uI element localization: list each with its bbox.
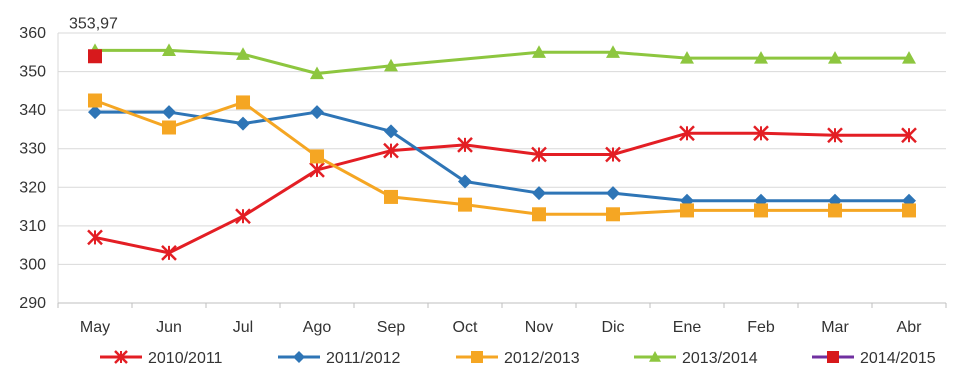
data-point	[457, 136, 473, 153]
data-point	[87, 229, 103, 246]
data-point	[458, 174, 472, 189]
legend-marker	[649, 351, 661, 362]
data-point	[162, 120, 176, 135]
x-tick-label: Ago	[303, 319, 332, 336]
data-point	[458, 197, 472, 212]
data-point	[828, 203, 842, 218]
x-tick-label: Abr	[897, 319, 923, 336]
series-line	[93, 48, 911, 75]
gridlines	[58, 32, 946, 304]
data-point	[532, 186, 546, 201]
data-point	[828, 51, 842, 64]
legend-marker	[114, 350, 128, 364]
legend: 2010/2011 2011/2012 2012/2013 2013/2014 2014…	[100, 350, 936, 367]
x-tick-label: Feb	[747, 319, 775, 336]
series-line	[93, 110, 911, 203]
data-point	[88, 105, 102, 120]
data-point	[754, 203, 768, 218]
data-point	[531, 146, 547, 163]
data-point	[384, 58, 398, 72]
legend-label: 2014/2015	[860, 350, 936, 367]
series-lines	[93, 48, 911, 255]
legend-item: 2012/2013	[456, 350, 580, 367]
x-tick-label: Sep	[377, 319, 406, 336]
x-tick-label: Mar	[821, 319, 849, 336]
data-point	[901, 127, 917, 144]
data-point	[606, 186, 620, 201]
data-point	[679, 125, 695, 142]
data-point	[384, 189, 398, 204]
data-point	[383, 142, 399, 159]
y-tick-label: 330	[19, 141, 46, 158]
data-point	[605, 146, 621, 163]
data-point	[236, 47, 250, 60]
x-tick-label: Ene	[673, 319, 702, 336]
data-point	[902, 51, 916, 64]
series-line	[93, 99, 911, 216]
data-point	[310, 149, 324, 164]
y-tick-label: 360	[19, 25, 46, 42]
data-label: 353,97	[69, 15, 118, 32]
data-point	[532, 45, 546, 58]
data-point	[310, 105, 324, 120]
x-tick-label: Oct	[453, 319, 478, 336]
axes: 290 300 310 320 330 340 350 360 May Jun Jul Ago Sep O…	[19, 25, 947, 336]
data-point	[606, 45, 620, 58]
legend-label: 2011/2012	[326, 350, 401, 367]
x-tick-label: Jul	[233, 319, 253, 336]
data-point	[88, 93, 102, 108]
data-point	[753, 125, 769, 142]
legend-item: 2013/2014	[634, 350, 758, 367]
x-tick-label: Dic	[601, 319, 624, 336]
data-point	[384, 124, 398, 139]
data-point	[680, 203, 694, 218]
y-tick-label: 290	[19, 295, 46, 312]
data-point	[161, 244, 177, 261]
data-point	[606, 207, 620, 222]
x-tick-label: Nov	[525, 319, 553, 336]
data-point	[236, 116, 250, 131]
y-tick-label: 320	[19, 179, 46, 196]
data-point	[310, 66, 324, 80]
y-tick-label: 340	[19, 102, 46, 119]
data-point	[309, 162, 325, 178]
legend-item: 2010/2011	[100, 350, 223, 367]
data-point	[827, 127, 843, 144]
data-point	[236, 95, 250, 110]
legend-label: 2010/2011	[148, 350, 223, 367]
data-point	[162, 105, 176, 120]
y-tick-label: 300	[19, 256, 46, 273]
y-tick-label: 310	[19, 218, 46, 235]
legend-label: 2012/2013	[504, 350, 580, 367]
series-markers	[87, 43, 917, 261]
data-point	[162, 43, 176, 56]
series-line	[93, 131, 911, 255]
y-tick-label: 350	[19, 64, 46, 81]
legend-item: 2011/2012	[278, 350, 401, 367]
legend-label: 2013/2014	[682, 350, 758, 367]
data-point	[88, 49, 102, 64]
data-point	[235, 208, 251, 225]
data-point	[754, 51, 768, 64]
x-tick-label: May	[80, 319, 110, 336]
data-point	[680, 51, 694, 64]
x-tick-label: Jun	[156, 319, 182, 336]
legend-marker	[293, 351, 305, 363]
data-point	[532, 207, 546, 222]
legend-marker	[827, 351, 839, 363]
annotations: 353,97	[69, 15, 118, 32]
legend-item: 2014/2015	[812, 350, 936, 367]
data-point	[902, 203, 916, 218]
legend-marker	[471, 351, 483, 363]
